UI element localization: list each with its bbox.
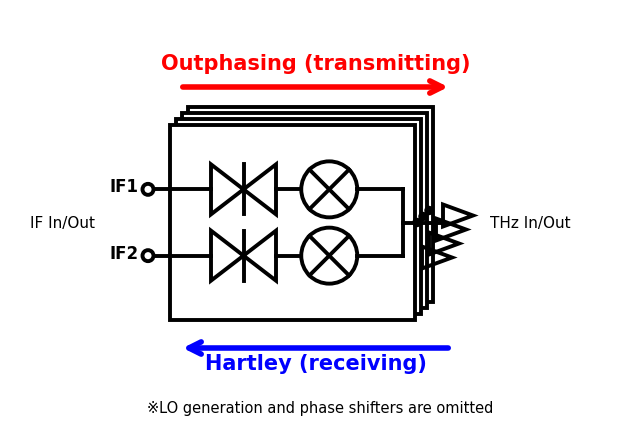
Text: Outphasing (transmitting): Outphasing (transmitting) bbox=[161, 54, 470, 74]
Circle shape bbox=[425, 207, 433, 215]
Text: Hartley (receiving): Hartley (receiving) bbox=[205, 353, 426, 373]
Bar bbox=[188, 108, 433, 302]
Text: IF Amplifier: IF Amplifier bbox=[205, 216, 282, 230]
Text: ※LO generation and phase shifters are omitted: ※LO generation and phase shifters are om… bbox=[147, 400, 493, 415]
Text: THz In/Out: THz In/Out bbox=[490, 215, 571, 230]
Text: IF In/Out: IF In/Out bbox=[30, 215, 95, 230]
Circle shape bbox=[419, 213, 427, 221]
Text: Mixer: Mixer bbox=[311, 216, 348, 230]
Bar bbox=[182, 114, 427, 308]
Bar bbox=[170, 126, 415, 320]
Circle shape bbox=[413, 219, 421, 227]
Text: IF1: IF1 bbox=[109, 178, 138, 196]
Text: IF2: IF2 bbox=[109, 244, 138, 262]
Bar bbox=[176, 120, 421, 314]
